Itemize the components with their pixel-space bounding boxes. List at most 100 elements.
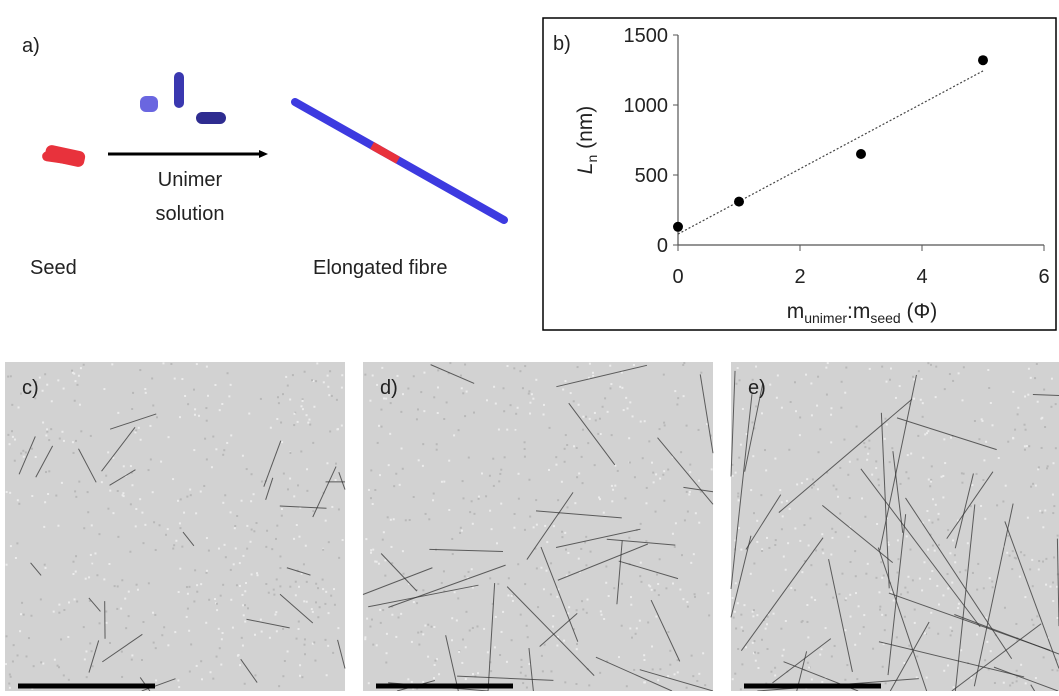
fibre <box>295 102 504 220</box>
speckle <box>187 608 189 610</box>
speckle <box>331 395 333 397</box>
speckle <box>289 399 291 401</box>
speckle <box>742 630 744 632</box>
speckle <box>935 366 937 368</box>
speckle <box>696 680 698 682</box>
speckle <box>194 408 196 410</box>
speckle <box>436 443 438 445</box>
speckle <box>278 402 280 404</box>
speckle <box>611 434 613 436</box>
speckle <box>595 419 597 421</box>
speckle <box>1024 445 1026 447</box>
speckle <box>1027 394 1029 396</box>
speckle <box>156 416 158 418</box>
speckle <box>427 656 429 658</box>
speckle <box>282 628 284 630</box>
speckle <box>274 614 276 616</box>
speckle <box>891 447 893 449</box>
speckle <box>478 498 480 500</box>
speckle <box>515 429 517 431</box>
speckle <box>14 460 16 462</box>
speckle <box>1014 429 1016 431</box>
speckle <box>284 660 286 662</box>
speckle <box>840 407 842 409</box>
speckle <box>626 685 628 687</box>
speckle <box>324 639 326 641</box>
speckle <box>251 573 253 575</box>
speckle <box>864 446 866 448</box>
speckle <box>856 678 858 680</box>
speckle <box>651 645 653 647</box>
speckle <box>39 377 41 379</box>
speckle <box>683 362 685 364</box>
speckle <box>155 679 157 681</box>
speckle <box>1057 617 1059 619</box>
speckle <box>464 575 466 577</box>
speckle <box>992 424 994 426</box>
speckle <box>737 648 739 650</box>
speckle <box>378 425 380 427</box>
speckle <box>368 682 370 684</box>
speckle <box>299 675 301 677</box>
speckle <box>755 660 757 662</box>
speckle <box>152 491 154 493</box>
speckle <box>950 437 952 439</box>
speckle <box>550 593 552 595</box>
speckle <box>897 572 899 574</box>
speckle <box>573 445 575 447</box>
speckle <box>393 485 395 487</box>
speckle <box>811 487 813 489</box>
speckle <box>515 413 517 415</box>
speckle <box>1056 586 1058 588</box>
speckle <box>261 481 263 483</box>
speckle <box>314 660 316 662</box>
speckle <box>849 616 851 618</box>
speckle <box>633 364 635 366</box>
speckle <box>179 416 181 418</box>
speckle <box>912 376 914 378</box>
speckle <box>1035 485 1037 487</box>
speckle <box>393 518 395 520</box>
speckle <box>657 583 659 585</box>
speckle <box>333 588 335 590</box>
speckle <box>401 447 403 449</box>
speckle <box>691 655 693 657</box>
speckle <box>216 603 218 605</box>
speckle <box>961 399 963 401</box>
speckle <box>555 464 557 466</box>
speckle <box>564 461 566 463</box>
speckle <box>528 479 530 481</box>
speckle <box>529 413 531 415</box>
speckle <box>561 536 563 538</box>
speckle <box>226 442 228 444</box>
speckle <box>517 563 519 565</box>
speckle <box>1050 406 1052 408</box>
speckle <box>1031 619 1033 621</box>
speckle <box>984 518 986 520</box>
speckle <box>328 612 330 614</box>
speckle <box>612 489 614 491</box>
speckle <box>959 571 961 573</box>
speckle <box>322 549 324 551</box>
speckle <box>949 373 951 375</box>
speckle <box>72 561 74 563</box>
speckle <box>383 531 385 533</box>
speckle <box>794 527 796 529</box>
speckle <box>5 663 7 665</box>
speckle <box>173 544 175 546</box>
speckle <box>782 515 784 517</box>
speckle <box>239 562 241 564</box>
speckle <box>461 387 463 389</box>
speckle <box>890 368 892 370</box>
speckle <box>33 665 35 667</box>
speckle <box>369 626 371 628</box>
speckle <box>810 382 812 384</box>
speckle <box>205 407 207 409</box>
speckle <box>774 674 776 676</box>
speckle <box>103 388 105 390</box>
speckle <box>246 548 248 550</box>
speckle <box>576 648 578 650</box>
speckle <box>629 461 631 463</box>
speckle <box>522 682 524 684</box>
speckle <box>443 418 445 420</box>
